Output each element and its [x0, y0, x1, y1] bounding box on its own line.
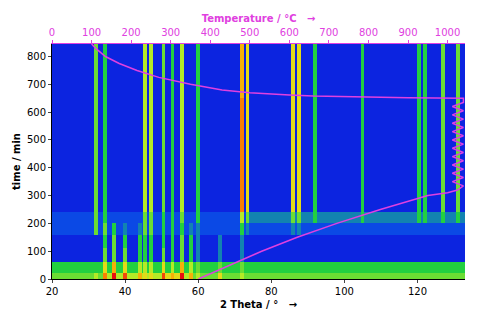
- svg-text:time / min: time / min: [11, 133, 22, 190]
- svg-text:800: 800: [27, 51, 46, 62]
- svg-text:400: 400: [201, 27, 220, 38]
- svg-text:400: 400: [27, 162, 46, 173]
- svg-text:120: 120: [408, 286, 427, 297]
- svg-text:900: 900: [398, 27, 417, 38]
- svg-text:800: 800: [359, 27, 378, 38]
- svg-text:100: 100: [335, 286, 354, 297]
- svg-text:100: 100: [27, 246, 46, 257]
- svg-text:200: 200: [27, 218, 46, 229]
- svg-text:Temperature / °C →: Temperature / °C →: [202, 13, 316, 24]
- svg-text:1000: 1000: [435, 27, 460, 38]
- svg-text:300: 300: [161, 27, 180, 38]
- svg-text:2 Theta / ° →: 2 Theta / ° →: [220, 299, 297, 310]
- svg-text:40: 40: [119, 286, 132, 297]
- svg-text:300: 300: [27, 190, 46, 201]
- svg-text:600: 600: [280, 27, 299, 38]
- svg-text:500: 500: [27, 134, 46, 145]
- svg-text:0: 0: [40, 274, 46, 285]
- svg-text:200: 200: [122, 27, 141, 38]
- svg-text:60: 60: [192, 286, 205, 297]
- svg-text:700: 700: [319, 27, 338, 38]
- svg-text:500: 500: [240, 27, 259, 38]
- svg-text:100: 100: [82, 27, 101, 38]
- svg-text:700: 700: [27, 79, 46, 90]
- svg-text:0: 0: [49, 27, 55, 38]
- svg-text:20: 20: [46, 286, 59, 297]
- svg-text:600: 600: [27, 107, 46, 118]
- svg-text:80: 80: [265, 286, 278, 297]
